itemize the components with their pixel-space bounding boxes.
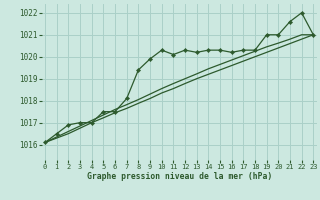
X-axis label: Graphe pression niveau de la mer (hPa): Graphe pression niveau de la mer (hPa) [87, 172, 272, 181]
